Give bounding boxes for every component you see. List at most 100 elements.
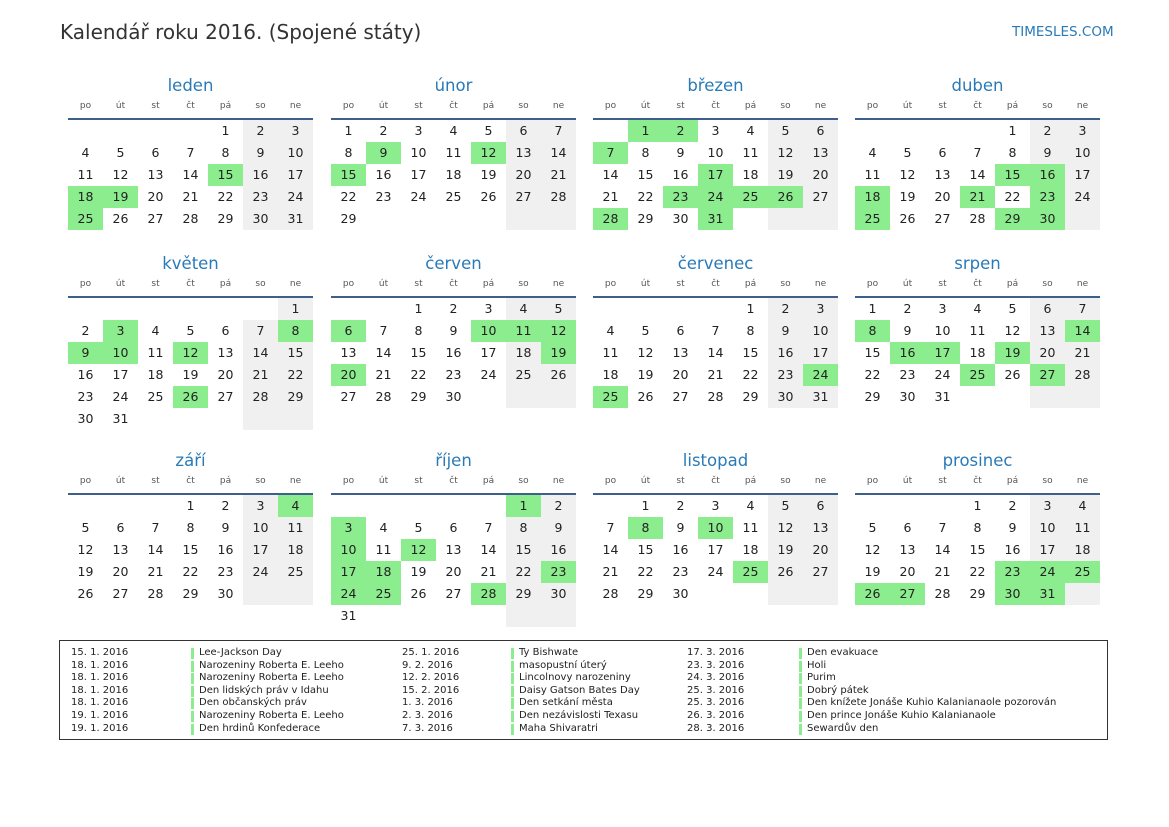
day-cell: 8: [855, 320, 890, 342]
day-cell: 6: [506, 120, 541, 142]
day-cell: 7: [243, 320, 278, 342]
day-cell: 21: [480, 564, 497, 579]
day-cell: 9: [768, 320, 803, 342]
weekday-label: pá: [482, 476, 495, 486]
day-cell: 13: [340, 345, 357, 360]
day-cell: 27: [340, 389, 357, 404]
day-cell: 12: [768, 517, 803, 539]
month-name: únor: [434, 76, 473, 95]
day-cell: 6: [1030, 298, 1065, 320]
day-cell: 11: [864, 167, 881, 182]
weekday-label: čt: [711, 101, 720, 111]
day-cell: 27: [672, 389, 689, 404]
day-cell: 23: [217, 564, 234, 579]
day-cell: 5: [768, 495, 803, 517]
weekday-label: pá: [219, 279, 232, 289]
day-cell: 3: [103, 320, 138, 342]
day-cell: 7: [186, 145, 195, 160]
day-cell: 24: [243, 561, 278, 583]
day-cell: 1: [221, 123, 230, 138]
weekday-label: pá: [482, 101, 495, 111]
day-cell: 30: [768, 386, 803, 408]
week-row: 10 11 12 13 14 15 16: [331, 539, 576, 561]
day-cell: 30: [541, 583, 576, 605]
day-cell: 21: [934, 564, 951, 579]
day-cell: 20: [217, 367, 234, 382]
day-cell: 3: [938, 301, 947, 316]
day-cell: 1: [868, 301, 877, 316]
empty-cell: [1065, 386, 1100, 408]
day-cell: 18: [506, 342, 541, 364]
day-cell: 27: [445, 586, 462, 601]
week-row: 25 26 27 28 29 30: [855, 208, 1100, 230]
day-cell: 13: [934, 167, 951, 182]
week-row: 21 22 23 24 25 26 27: [593, 561, 838, 583]
week-row: 4 5 6 7 8 9 10: [855, 142, 1100, 164]
day-cell: 2: [541, 495, 576, 517]
day-cell: 7: [973, 145, 982, 160]
day-cell: 16: [375, 167, 392, 182]
empty-cell: [593, 298, 628, 320]
day-cell: 28: [147, 586, 164, 601]
weekday-label: st: [676, 279, 685, 289]
month-block: listopad po út st čt pá so ne 1 2 3 4 5 6 7 8 9 10 11 12 13 1…: [593, 445, 838, 605]
day-cell: 1: [278, 298, 313, 320]
empty-cell: [208, 408, 243, 430]
day-cell: 12: [899, 167, 916, 182]
weekday-label: po: [604, 476, 617, 486]
day-cell: 9: [1008, 520, 1017, 535]
weekday-label: po: [342, 476, 355, 486]
empty-cell: [1065, 583, 1100, 605]
month-name: prosinec: [942, 451, 1013, 470]
day-cell: 9: [1030, 142, 1065, 164]
day-cell: 19: [768, 539, 803, 561]
day-cell: 13: [672, 345, 689, 360]
day-cell: 9: [541, 517, 576, 539]
empty-cell: [628, 298, 663, 320]
weekday-label: st: [151, 101, 160, 111]
weekday-label: so: [1042, 476, 1053, 486]
legend-date: 28. 3. 2016: [687, 722, 745, 734]
day-cell: 9: [903, 323, 912, 338]
day-cell: 24: [480, 367, 497, 382]
empty-cell: [401, 495, 436, 517]
weekday-label: út: [115, 476, 126, 486]
day-cell: 11: [278, 517, 313, 539]
day-cell: 26: [112, 211, 129, 226]
empty-cell: [768, 583, 803, 605]
day-cell: 22: [410, 367, 427, 382]
month-name: srpen: [954, 254, 1001, 273]
day-cell: 10: [410, 145, 427, 160]
weekday-label: pá: [1006, 476, 1019, 486]
week-row: 17 18 19 20 21 22 23: [331, 561, 576, 583]
weekday-label: ne: [814, 279, 827, 289]
day-cell: 17: [707, 542, 724, 557]
month-name: červen: [425, 254, 482, 273]
day-cell: 16: [768, 342, 803, 364]
brand-link[interactable]: TIMESLES.COM: [1012, 24, 1114, 40]
legend-marker: [191, 723, 194, 735]
day-cell: 27: [890, 583, 925, 605]
day-cell: 3: [803, 298, 838, 320]
month-block: září po út st čt pá so ne 1 2 3 4 5 6 7 8 9 10 11 12 13 14 15 1…: [68, 445, 313, 605]
day-cell: 19: [768, 164, 803, 186]
week-row: 28 29 30: [593, 583, 838, 605]
day-cell: 11: [1065, 517, 1100, 539]
week-row: 12 13 14 15 16 17 18: [68, 539, 313, 561]
day-cell: 2: [1008, 498, 1017, 513]
day-cell: 24: [698, 186, 733, 208]
day-cell: 12: [77, 542, 94, 557]
day-cell: 10: [1065, 142, 1100, 164]
empty-cell: [733, 583, 768, 605]
week-row: 8 9 10 11 12 13 14: [855, 320, 1100, 342]
day-cell: 3: [278, 120, 313, 142]
weekday-label: pá: [219, 101, 232, 111]
day-cell: 29: [969, 586, 986, 601]
day-cell: 16: [541, 539, 576, 561]
week-row: 25 26 27 28 29 30 31: [68, 208, 313, 230]
holiday-legend: 15. 1. 2016 Lee-Jackson Day 18. 1. 2016 Nar…: [59, 640, 1108, 740]
day-cell: 10: [698, 517, 733, 539]
